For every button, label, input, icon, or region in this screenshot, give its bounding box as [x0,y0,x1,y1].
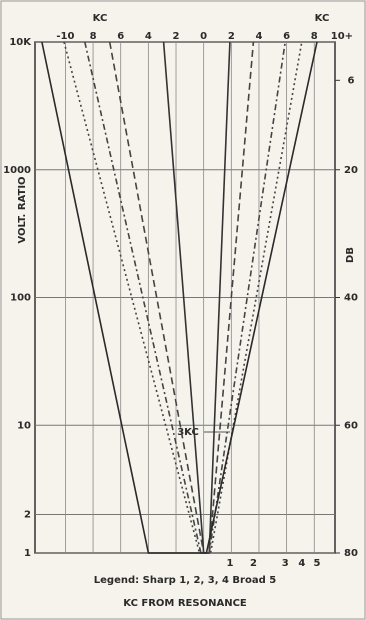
x-tick-label: 2 [228,31,235,42]
legend-text: Legend: Sharp 1, 2, 3, 4 Broad 5 [94,575,276,586]
x-top-label: KC [315,13,330,24]
x-tick-label: 8 [311,31,318,42]
y-tick-label: 100 [10,293,31,304]
x-tick-label: -10 [56,31,74,42]
y2-tick-label: 6 [348,75,355,86]
x-axis-label: KC FROM RESONANCE [123,598,247,609]
y2-tick-label: 60 [344,420,358,431]
annotation: 3KC [177,427,199,438]
x-top-label: KC [93,13,108,24]
y-tick-label: 1 [24,548,31,559]
series-label: 3 [282,558,289,569]
y2-tick-label: 80 [344,548,358,559]
x-tick-label: 10+ [331,31,353,42]
series-label: 4 [298,558,305,569]
series-line [41,41,318,554]
y2-axis-label: DB [345,247,356,263]
x-tick-label: 0 [200,31,207,42]
series-label: 1 [226,558,233,569]
x-tick-label: 4 [255,31,262,42]
y2-tick-label: 20 [344,165,358,176]
x-tick-label: 8 [90,31,97,42]
y2-tick-label: 40 [344,293,358,304]
series-label: 2 [250,558,257,569]
y-tick-label: 10K [9,37,32,48]
x-tick-label: 2 [173,31,180,42]
y-tick-label: 10 [17,420,31,431]
x-tick-label: 6 [283,31,290,42]
y-tick-label: 1000 [3,165,31,176]
y-axis-label: VOLT. RATIO [17,176,28,243]
x-tick-label: 4 [145,31,152,42]
series-label: 5 [314,558,321,569]
y-tick-label: 2 [24,510,31,521]
x-tick-label: 6 [117,31,124,42]
